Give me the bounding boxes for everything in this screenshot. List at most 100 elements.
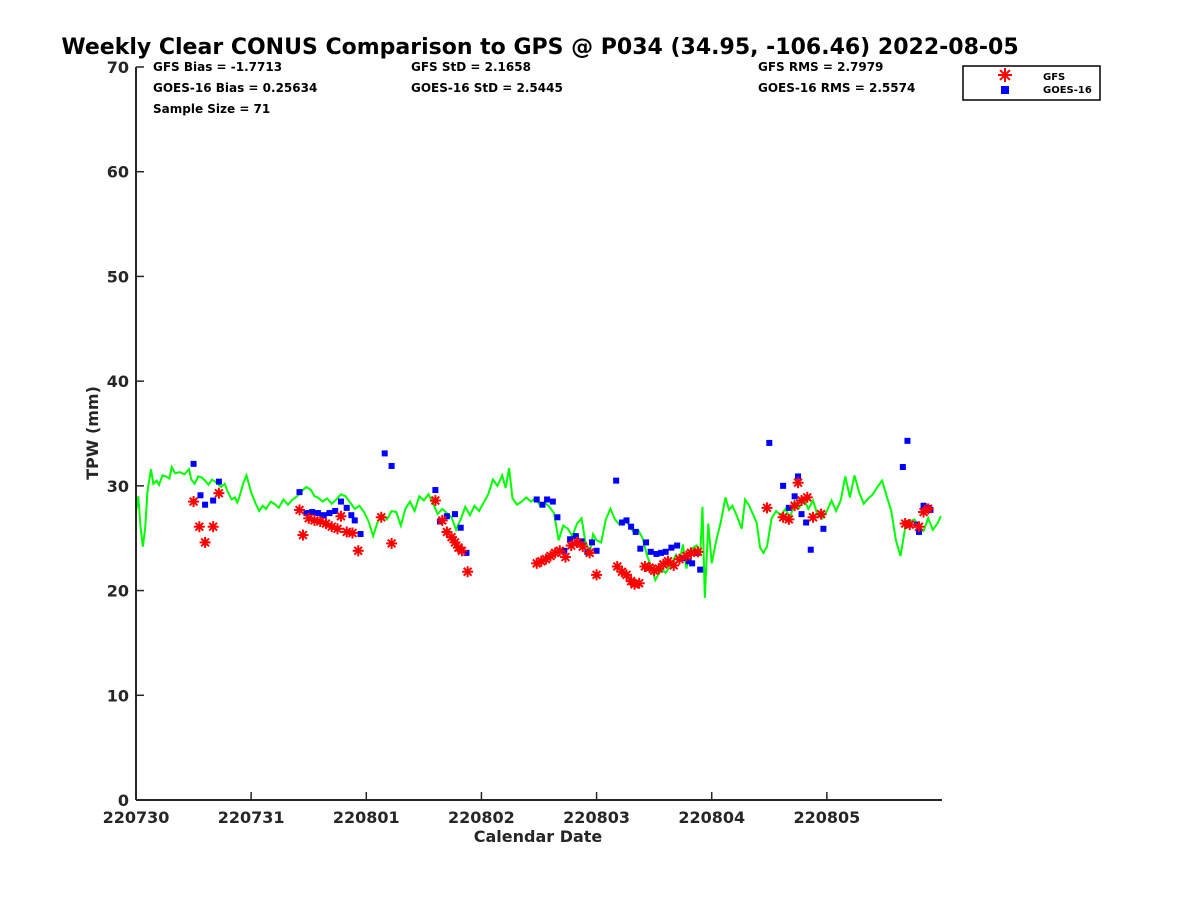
gfs-point — [297, 529, 309, 541]
goes-point — [697, 566, 704, 573]
goes-point — [785, 504, 792, 511]
goes-point — [554, 514, 561, 521]
goes-point — [451, 511, 458, 518]
x-tick-label: 220803 — [563, 808, 630, 827]
goes-point — [190, 460, 197, 467]
gfs-point — [577, 541, 589, 553]
gfs-point — [789, 500, 801, 512]
gfs-point — [188, 496, 200, 508]
gfs-point — [685, 547, 697, 559]
goes-point — [899, 464, 906, 471]
gfs-point — [429, 495, 441, 507]
goes-point — [197, 492, 204, 499]
goes-point — [623, 517, 630, 524]
gfs-point — [456, 545, 468, 557]
goes-point — [643, 539, 650, 546]
goes-point — [539, 501, 546, 508]
goes-point — [381, 450, 388, 457]
gfs-point — [904, 519, 916, 531]
goes-point — [632, 528, 639, 535]
goes-point — [210, 497, 217, 504]
gfs-point — [462, 566, 474, 578]
gfs-point — [801, 491, 813, 503]
gfs-point — [792, 477, 804, 489]
legend: GFS GOES-16 — [962, 65, 1101, 101]
goes-point — [463, 549, 470, 556]
gfs-point — [761, 502, 773, 514]
goes-point — [791, 493, 798, 500]
goes-point — [457, 524, 464, 531]
stat-goes-bias: GOES-16 Bias = 0.25634 — [153, 81, 317, 95]
legend-box — [962, 65, 1101, 101]
x-tick-label: 220804 — [678, 808, 745, 827]
goes-point — [544, 496, 551, 503]
y-tick-label: 60 — [107, 163, 129, 182]
goes-point — [593, 547, 600, 554]
goes-point — [296, 489, 303, 496]
goes-point — [533, 496, 540, 503]
y-tick-label: 30 — [107, 477, 129, 496]
goes-point — [588, 539, 595, 546]
goes-point — [803, 519, 810, 526]
gfs-point — [207, 521, 219, 533]
x-tick-label: 220730 — [103, 808, 170, 827]
goes-point — [337, 498, 344, 505]
gfs-point — [332, 523, 343, 535]
goes-point — [572, 533, 579, 540]
goes-point — [628, 523, 635, 530]
goes-point — [314, 510, 321, 517]
gfs-point — [193, 521, 205, 533]
gps-line — [135, 464, 942, 598]
goes-point — [920, 502, 927, 509]
stat-goes-rms: GOES-16 RMS = 2.5574 — [758, 81, 915, 95]
goes-point — [807, 546, 814, 553]
x-tick-label: 220805 — [793, 808, 860, 827]
gfs-point — [783, 513, 795, 525]
goes-point — [320, 512, 327, 519]
x-tick-label: 220801 — [333, 808, 400, 827]
goes-point — [658, 549, 665, 556]
goes-point — [357, 531, 364, 538]
legend-gfs-label: GFS — [1043, 72, 1065, 83]
gfs-point — [199, 536, 211, 548]
gfs-point — [352, 545, 364, 557]
goes-point — [351, 517, 358, 524]
goes-point — [309, 509, 316, 516]
gps-series — [135, 464, 942, 598]
goes-point — [766, 439, 773, 446]
legend-goes-marker — [1001, 86, 1009, 94]
gfs-point — [571, 536, 583, 548]
goes-point — [653, 550, 660, 557]
gfs-point — [692, 546, 704, 558]
gfs-point — [375, 511, 387, 523]
x-ticks: 220730 220731 220801 220802 220803 220804 2208… — [103, 792, 860, 827]
gfs-point — [633, 577, 645, 589]
axes — [135, 67, 942, 801]
stat-sample-size: Sample Size = 71 — [153, 102, 270, 116]
gfs-point — [213, 487, 225, 499]
goes-point — [326, 510, 333, 517]
goes-point — [549, 498, 556, 505]
goes-point — [343, 504, 350, 511]
gfs-series — [188, 477, 934, 590]
goes-point — [647, 548, 654, 555]
y-tick-label: 20 — [107, 582, 129, 601]
gfs-point — [621, 569, 633, 581]
legend-gfs-marker — [998, 68, 1012, 82]
y-ticks: 0 10 20 30 40 50 60 70 — [107, 58, 144, 810]
stat-gfs-std: GFS StD = 2.1658 — [411, 60, 531, 74]
gfs-point — [815, 508, 827, 520]
goes-point — [674, 542, 681, 549]
gfs-point — [386, 537, 398, 549]
goes-point — [685, 558, 692, 565]
goes-point — [567, 536, 574, 543]
gfs-point — [591, 569, 603, 581]
stat-goes-std: GOES-16 StD = 2.5445 — [411, 81, 563, 95]
y-tick-label: 50 — [107, 267, 129, 286]
stat-gfs-rms: GFS RMS = 2.7979 — [758, 60, 883, 74]
goes-point — [578, 538, 585, 545]
goes-point — [332, 507, 339, 514]
legend-goes-label: GOES-16 — [1043, 85, 1092, 96]
x-tick-label: 220731 — [218, 808, 285, 827]
